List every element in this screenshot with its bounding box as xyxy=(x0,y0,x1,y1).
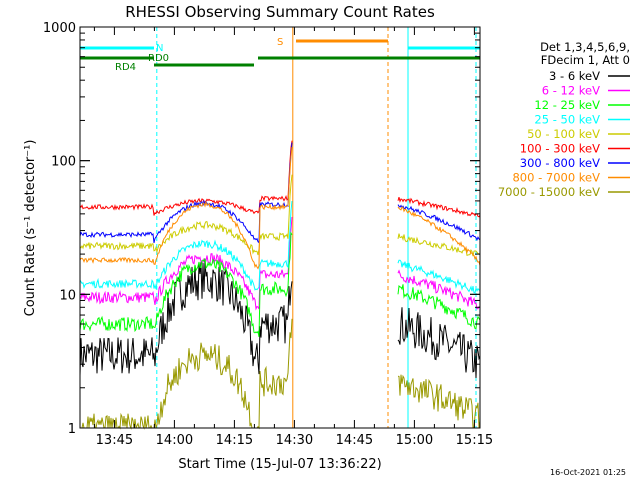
legend-entry-4: 50 - 100 keV xyxy=(527,127,600,141)
x-tick-label-1: 14:00 xyxy=(156,433,193,448)
x-tick-label-4: 14:45 xyxy=(336,433,373,448)
flag-label-rd0: RD0 xyxy=(148,53,169,64)
x-tick-label-6: 15:15 xyxy=(456,433,493,448)
y-tick-label-3: 1000 xyxy=(43,21,76,36)
plot-area: N S RD0 RD4 xyxy=(79,26,481,430)
legend-entry-5: 100 - 300 keV xyxy=(520,142,600,156)
legend-entry-0: 3 - 6 keV xyxy=(549,69,600,83)
x-axis-label: Start Time (15-Jul-07 13:36:22) xyxy=(178,457,381,472)
series-line-8 xyxy=(80,318,481,430)
legend-entry-1: 6 - 12 keV xyxy=(542,84,600,98)
x-axis: 13:45 14:00 14:15 14:30 14:45 15:00 15:15 xyxy=(93,27,493,448)
y-tick-label-1: 10 xyxy=(59,288,76,303)
legend-entry-7: 800 - 7000 keV xyxy=(512,171,600,185)
legend-entry-2: 12 - 25 keV xyxy=(534,98,600,112)
series-line-2 xyxy=(79,231,481,337)
legend: Det 1,3,4,5,6,9, FDecim 1, Att 0 3 - 6 k… xyxy=(498,40,630,199)
plot-frame xyxy=(79,26,481,429)
legend-entry-3: 25 - 50 keV xyxy=(534,113,600,127)
flag-label-s: S xyxy=(277,37,283,48)
legend-entry-6: 300 - 800 keV xyxy=(520,156,600,170)
series-line-3 xyxy=(79,200,481,294)
flag-label-rd4: RD4 xyxy=(115,62,136,73)
chart-title: RHESSI Observing Summary Count Rates xyxy=(125,3,435,21)
x-tick-label-2: 14:15 xyxy=(216,433,253,448)
footer-date: 16-Oct-2021 01:25 xyxy=(550,468,626,477)
series-line-7 xyxy=(79,147,481,270)
series-line-6 xyxy=(79,142,481,244)
flag-label-n: N xyxy=(156,43,163,54)
series-line-1 xyxy=(79,216,481,311)
series-line-4 xyxy=(79,174,481,257)
legend-header-2: FDecim 1, Att 0 xyxy=(541,53,630,67)
y-tick-label-2: 100 xyxy=(51,155,76,170)
y-axis-label: Count Rate (s⁻¹ detector⁻¹) xyxy=(23,140,38,317)
x-tick-label-5: 15:00 xyxy=(396,433,433,448)
x-tick-label-3: 14:30 xyxy=(276,433,313,448)
series-line-5 xyxy=(79,140,481,218)
y-axis: 1 10 100 1000 xyxy=(43,21,480,437)
x-tick-label-0: 13:45 xyxy=(96,433,133,448)
series-line-0 xyxy=(79,260,481,379)
legend-header-1: Det 1,3,4,5,6,9, xyxy=(540,40,630,54)
y-tick-label-0: 1 xyxy=(68,422,76,437)
legend-entry-8: 7000 - 15000 keV xyxy=(498,185,600,199)
